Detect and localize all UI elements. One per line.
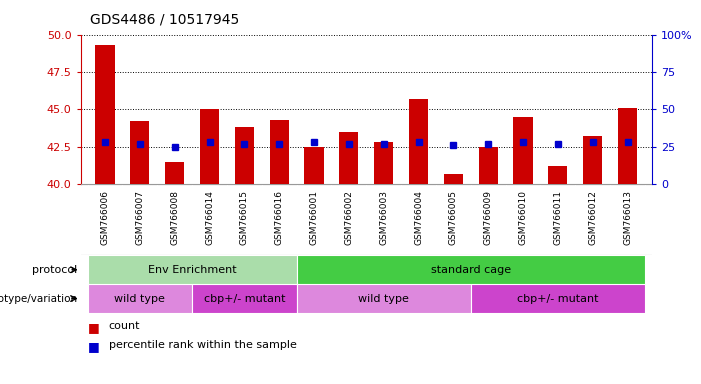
Bar (513, 117, 533, 184)
Bar (339, 132, 358, 184)
Bar (444, 174, 463, 184)
Bar (304, 147, 324, 184)
Bar (270, 120, 289, 184)
Bar (479, 147, 498, 184)
Text: GSM766004: GSM766004 (414, 190, 423, 245)
Bar (297, 255, 645, 284)
Bar (409, 99, 428, 184)
Text: Env Enrichment: Env Enrichment (148, 265, 236, 275)
Text: cbp+/- mutant: cbp+/- mutant (203, 293, 285, 304)
Text: GDS4486 / 10517945: GDS4486 / 10517945 (90, 13, 239, 27)
Text: count: count (109, 321, 140, 331)
Bar (165, 162, 184, 184)
Text: cbp+/- mutant: cbp+/- mutant (517, 293, 599, 304)
Text: GSM766014: GSM766014 (205, 190, 214, 245)
Text: GSM766005: GSM766005 (449, 190, 458, 245)
Text: GSM766002: GSM766002 (344, 190, 353, 245)
Bar (130, 121, 149, 184)
Text: ■: ■ (88, 340, 100, 353)
Text: GSM766010: GSM766010 (519, 190, 528, 245)
Bar (618, 108, 637, 184)
Bar (548, 166, 567, 184)
Text: genotype/variation: genotype/variation (0, 293, 77, 304)
Bar (95, 45, 114, 184)
Text: GSM766001: GSM766001 (310, 190, 318, 245)
Bar (200, 109, 219, 184)
Text: protocol: protocol (32, 265, 77, 275)
Bar (88, 284, 192, 313)
Text: standard cage: standard cage (430, 265, 511, 275)
Bar (235, 127, 254, 184)
Text: ■: ■ (88, 321, 100, 334)
Text: GSM766013: GSM766013 (623, 190, 632, 245)
Bar (583, 136, 602, 184)
Text: GSM766012: GSM766012 (588, 190, 597, 245)
Text: wild type: wild type (358, 293, 409, 304)
Text: GSM766011: GSM766011 (553, 190, 562, 245)
Bar (88, 255, 297, 284)
Bar (471, 284, 645, 313)
Text: GSM766009: GSM766009 (484, 190, 493, 245)
Text: GSM766007: GSM766007 (135, 190, 144, 245)
Text: GSM766003: GSM766003 (379, 190, 388, 245)
Text: GSM766016: GSM766016 (275, 190, 284, 245)
Bar (297, 284, 471, 313)
Bar (374, 142, 393, 184)
Text: GSM766006: GSM766006 (100, 190, 109, 245)
Text: percentile rank within the sample: percentile rank within the sample (109, 340, 297, 350)
Bar (192, 284, 297, 313)
Text: wild type: wild type (114, 293, 165, 304)
Text: GSM766015: GSM766015 (240, 190, 249, 245)
Text: GSM766008: GSM766008 (170, 190, 179, 245)
